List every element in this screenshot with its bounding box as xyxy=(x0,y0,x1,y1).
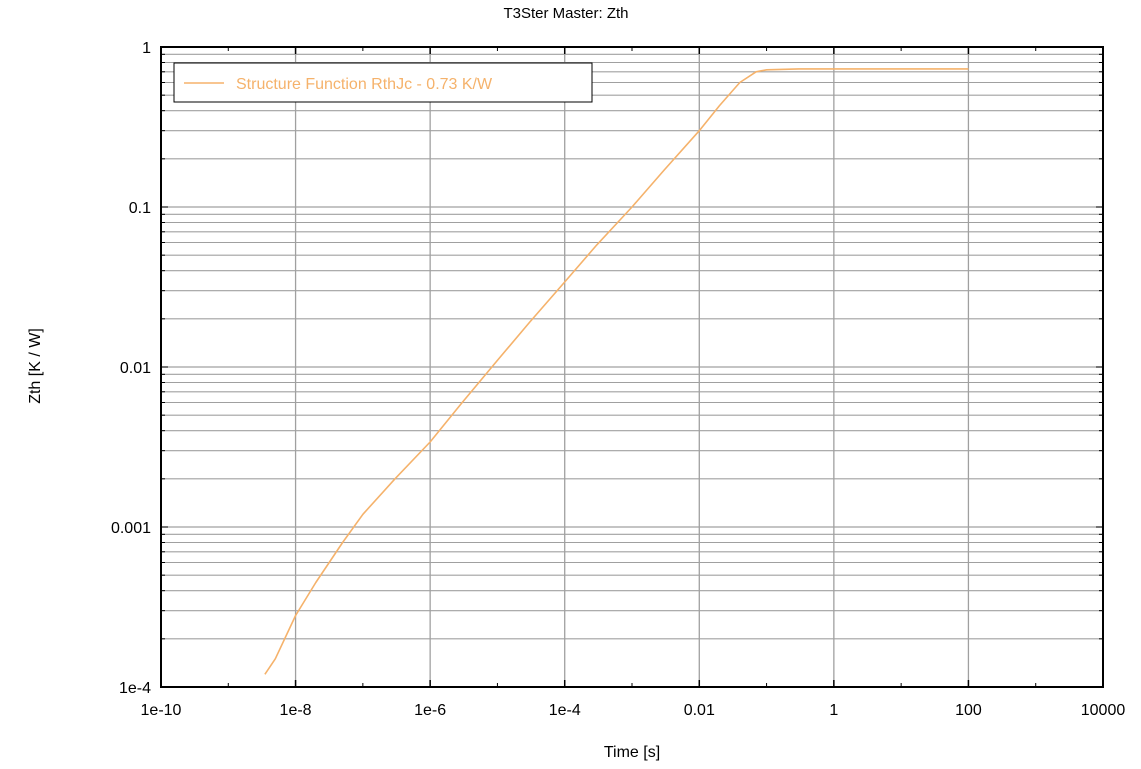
series-line xyxy=(264,68,969,675)
y-axis-title: Zth [K / W] xyxy=(27,328,44,404)
x-tick-label: 10000 xyxy=(1081,702,1126,719)
grid-lines xyxy=(160,47,1104,688)
series-layer xyxy=(264,68,969,675)
x-tick-label: 1e-6 xyxy=(414,702,446,719)
x-tick-label: 1e-4 xyxy=(549,702,581,719)
x-tick-label: 1e-8 xyxy=(280,702,312,719)
x-tick-labels: 1e-10 1e-8 1e-6 1e-4 0.01 1 100 10000 xyxy=(141,702,1126,719)
legend-box xyxy=(173,62,593,103)
legend-label: Structure Function RthJc - 0.73 K/W xyxy=(236,76,493,93)
y-tick-label: 0.1 xyxy=(129,200,151,217)
x-axis-title: Time [s] xyxy=(604,744,660,761)
x-tick-label: 0.01 xyxy=(684,702,715,719)
y-tick-label: 1e-4 xyxy=(119,680,151,697)
y-tick-label: 0.001 xyxy=(111,520,151,537)
y-tick-label: 0.01 xyxy=(120,360,151,377)
x-tick-label: 1e-10 xyxy=(141,702,182,719)
y-tick-label: 1 xyxy=(142,40,151,57)
legend: Structure Function RthJc - 0.73 K/W xyxy=(173,62,593,103)
x-tick-label: 1 xyxy=(829,702,838,719)
plot-frame xyxy=(160,46,1104,688)
chart-title: T3Ster Master: Zth xyxy=(503,5,628,22)
x-tick-label: 100 xyxy=(955,702,982,719)
y-tick-labels: 1e-4 0.001 0.01 0.1 1 xyxy=(111,40,151,697)
